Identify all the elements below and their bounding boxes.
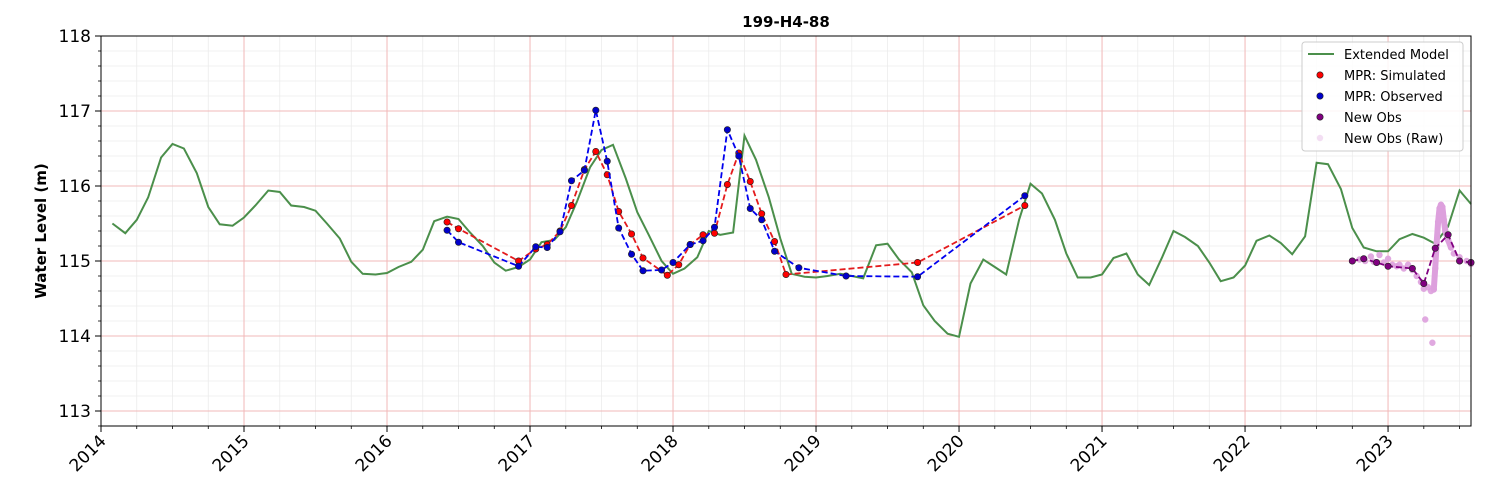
new-obs-point <box>1384 262 1392 270</box>
observed-point <box>669 258 677 266</box>
new-obs-point <box>1431 244 1439 252</box>
new-obs-point <box>1420 279 1428 287</box>
raw-obs-point <box>1400 265 1407 272</box>
observed-point <box>628 250 636 258</box>
simulated-point <box>758 210 766 218</box>
observed-point <box>914 273 922 281</box>
observed-point <box>758 216 766 224</box>
x-tick-label: 2017 <box>495 431 540 476</box>
raw-obs-point <box>1376 251 1383 259</box>
x-tick-label: 2018 <box>638 431 683 476</box>
plot-series <box>111 106 1475 346</box>
new-obs-point <box>1444 231 1452 239</box>
series-line-extended-model <box>111 132 1472 339</box>
legend-label-new_obs_raw: New Obs (Raw) <box>1344 132 1443 147</box>
new-obs-point <box>1348 257 1356 265</box>
observed-point <box>615 224 623 232</box>
legend-swatch-new_obs <box>1316 113 1324 121</box>
legend-swatch-simulated <box>1316 71 1324 79</box>
observed-point <box>532 243 540 251</box>
raw-obs-point <box>1429 339 1436 346</box>
new-obs-point <box>1408 264 1416 272</box>
observed-point <box>543 244 551 252</box>
x-tick-label: 2022 <box>1210 431 1255 476</box>
simulated-point <box>639 254 647 262</box>
observed-point <box>735 152 743 160</box>
observed-point <box>603 157 611 165</box>
observed-point <box>443 226 451 234</box>
simulated-point <box>914 258 922 266</box>
observed-point <box>795 264 803 272</box>
observed-point <box>842 272 850 280</box>
series-line-new-obs <box>1352 233 1472 286</box>
legend-swatch-observed <box>1316 92 1324 100</box>
raw-obs-point <box>1422 316 1429 323</box>
legend-box <box>1301 41 1464 152</box>
observed-point <box>658 266 666 274</box>
observed-point <box>515 262 523 270</box>
simulated-point <box>443 218 451 226</box>
legend-swatch-new_obs_raw <box>1316 134 1324 142</box>
simulated-point <box>782 270 790 278</box>
simulated-point <box>567 202 575 210</box>
observed-point <box>723 126 731 134</box>
y-tick-label: 114 <box>59 327 91 347</box>
observed-point <box>592 106 600 114</box>
legend-label-extended_model: Extended Model <box>1344 48 1449 63</box>
x-tick-label: 2023 <box>1353 431 1398 476</box>
observed-point <box>746 205 754 213</box>
raw-obs-point <box>1367 253 1375 260</box>
legend-label-new_obs: New Obs <box>1344 111 1402 126</box>
observed-point <box>567 177 575 185</box>
grid <box>100 35 1471 427</box>
axes: 113 114 115 116 117 118 2014 2015 2016 2017 2018 20… <box>59 27 1460 476</box>
y-axis-label: Water Level (m) <box>32 163 50 298</box>
x-tick-label: 2021 <box>1067 431 1112 476</box>
new-obs-point <box>1360 255 1368 263</box>
simulated-point <box>746 178 754 186</box>
x-tick-label: 2015 <box>209 431 254 476</box>
observed-point <box>710 223 718 231</box>
observed-point <box>699 237 707 245</box>
y-tick-label: 118 <box>59 27 91 47</box>
simulated-point <box>1021 202 1029 210</box>
simulated-point <box>455 225 463 233</box>
x-tick-label: 2019 <box>781 431 826 476</box>
y-tick-label: 115 <box>59 252 91 272</box>
simulated-point <box>592 148 600 156</box>
observed-point <box>556 228 564 236</box>
x-tick-label: 2020 <box>924 431 969 476</box>
legend-label-observed: MPR: Observed <box>1344 90 1443 105</box>
observed-point <box>686 241 694 249</box>
chart-title: 199-H4-88 <box>742 13 830 31</box>
observed-point <box>580 166 588 174</box>
x-tick-label: 2016 <box>352 431 397 476</box>
observed-point <box>771 247 779 255</box>
new-obs-point <box>1456 257 1464 265</box>
y-tick-label: 113 <box>59 402 91 422</box>
y-tick-label: 116 <box>59 177 91 197</box>
simulated-point <box>628 230 636 238</box>
observed-point <box>639 267 647 275</box>
legend: Extended Model MPR: Simulated MPR: Observe… <box>1301 41 1464 152</box>
observed-point <box>1021 192 1029 200</box>
observed-point <box>455 238 463 246</box>
simulated-point <box>663 271 671 279</box>
raw-obs-point <box>1384 255 1392 262</box>
y-tick-label: 117 <box>59 102 91 122</box>
new-obs-point <box>1373 258 1381 266</box>
x-tick-label: 2014 <box>66 431 111 476</box>
legend-label-simulated: MPR: Simulated <box>1344 69 1446 84</box>
simulated-point <box>723 181 731 189</box>
